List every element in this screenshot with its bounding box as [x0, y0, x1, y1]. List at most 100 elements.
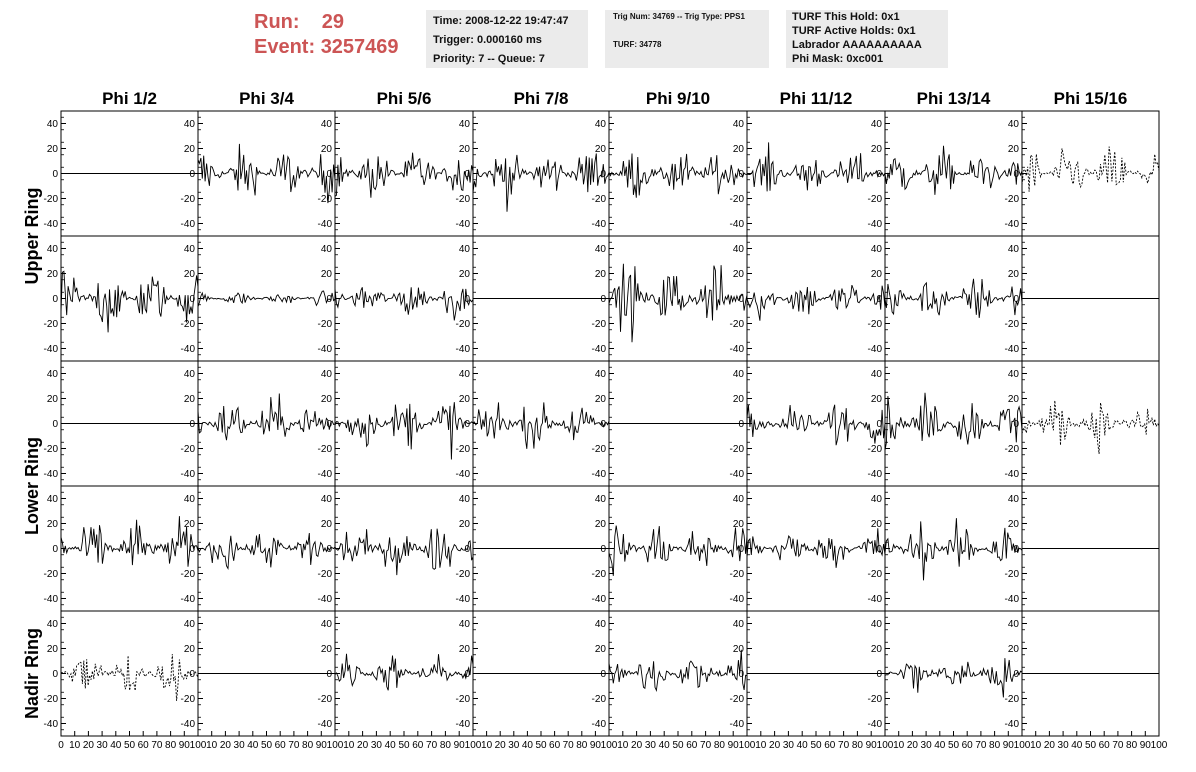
y-tick-label: 40 — [871, 494, 883, 505]
waveform-trace — [197, 532, 336, 571]
y-tick-label: -40 — [456, 219, 471, 230]
y-tick-label: 0 — [189, 419, 195, 430]
x-tick-label: 40 — [934, 740, 946, 751]
x-tick-label: 70 — [288, 740, 300, 751]
x-tick-label: 30 — [371, 740, 383, 751]
x-tick-label: 40 — [1071, 740, 1083, 751]
waveform-trace — [746, 528, 886, 568]
y-tick-label: 40 — [184, 494, 196, 505]
y-tick-label: -20 — [456, 194, 471, 205]
x-tick-label: 50 — [535, 740, 547, 751]
x-tick-label: 80 — [440, 740, 452, 751]
y-tick-label: 40 — [871, 119, 883, 130]
x-tick-label: 100 — [465, 740, 482, 751]
y-tick-label: 20 — [47, 144, 59, 155]
y-tick-label: 0 — [464, 294, 470, 305]
x-tick-label: 30 — [783, 740, 795, 751]
turf-active-text: TURF Active Holds: 0x1 — [792, 25, 916, 37]
waveform-trace — [746, 142, 886, 192]
x-tick-label: 30 — [234, 740, 246, 751]
y-tick-label: 0 — [738, 169, 744, 180]
y-tick-label: -40 — [730, 469, 745, 480]
y-tick-label: -40 — [318, 219, 333, 230]
x-tick-label: 70 — [700, 740, 712, 751]
y-tick-label: 20 — [321, 144, 333, 155]
y-tick-label: 0 — [738, 544, 744, 555]
waveform-trace — [60, 270, 199, 333]
y-tick-label: -20 — [1005, 194, 1020, 205]
y-tick-label: -20 — [318, 319, 333, 330]
x-tick-label: 60 — [962, 740, 974, 751]
y-tick-label: 40 — [321, 619, 333, 630]
row-label: Upper Ring — [22, 188, 42, 285]
x-tick-label: 100 — [190, 740, 207, 751]
y-tick-label: -40 — [456, 719, 471, 730]
turf-info-box: TURF This Hold: 0x1 TURF Active Holds: 0… — [786, 10, 948, 68]
x-tick-label: 20 — [495, 740, 507, 751]
y-tick-label: 20 — [47, 269, 59, 280]
panel-frame — [1021, 110, 1160, 237]
y-tick-label: 40 — [47, 494, 59, 505]
labrador-text: Labrador AAAAAAAAAA — [792, 39, 922, 51]
y-tick-label: -40 — [730, 719, 745, 730]
x-tick-label: 80 — [714, 740, 726, 751]
x-tick-label: 20 — [1044, 740, 1056, 751]
y-tick-label: 40 — [321, 369, 333, 380]
y-tick-label: -40 — [868, 344, 883, 355]
waveform-trace — [608, 649, 748, 693]
y-tick-label: 40 — [1008, 619, 1020, 630]
y-tick-label: 40 — [595, 244, 607, 255]
y-tick-label: 0 — [52, 669, 58, 680]
y-tick-label: -20 — [44, 569, 59, 580]
y-tick-label: 20 — [459, 144, 471, 155]
x-tick-label: 40 — [110, 740, 122, 751]
x-tick-label: 70 — [1112, 740, 1124, 751]
x-tick-label: 60 — [138, 740, 150, 751]
y-tick-label: 40 — [184, 619, 196, 630]
y-tick-label: -40 — [592, 344, 607, 355]
x-tick-label: 70 — [838, 740, 850, 751]
y-tick-label: 20 — [871, 394, 883, 405]
x-tick-label: 100 — [1151, 740, 1168, 751]
x-tick-label: 10 — [206, 740, 218, 751]
y-tick-label: -20 — [456, 444, 471, 455]
y-tick-label: 0 — [1013, 419, 1019, 430]
y-tick-label: -20 — [318, 694, 333, 705]
y-tick-label: -20 — [730, 444, 745, 455]
y-tick-label: -20 — [181, 194, 196, 205]
waveform-trace — [884, 145, 1023, 195]
x-tick-label: 50 — [948, 740, 960, 751]
y-tick-label: 20 — [871, 519, 883, 530]
time-text: Time: 2008-12-22 19:47:47 — [433, 15, 569, 27]
x-tick-label: 40 — [247, 740, 259, 751]
y-tick-label: 0 — [52, 294, 58, 305]
x-tick-label: 40 — [797, 740, 809, 751]
x-tick-label: 50 — [398, 740, 410, 751]
y-tick-label: 40 — [1008, 244, 1020, 255]
y-tick-label: -20 — [868, 194, 883, 205]
y-tick-label: 0 — [464, 419, 470, 430]
y-tick-label: -20 — [1005, 319, 1020, 330]
y-tick-label: -20 — [44, 194, 59, 205]
y-tick-label: 40 — [733, 619, 745, 630]
y-tick-label: -20 — [181, 569, 196, 580]
waveform-trace — [884, 278, 1023, 318]
y-tick-label: 0 — [1013, 669, 1019, 680]
trigger-text: Trigger: 0.000160 ms — [433, 34, 542, 46]
waveform-trace — [334, 402, 474, 460]
x-tick-label: 90 — [179, 740, 191, 751]
panel-frame — [884, 610, 1023, 737]
x-tick-label: 80 — [1126, 740, 1138, 751]
waveform-trace — [746, 284, 886, 321]
y-tick-label: -40 — [181, 344, 196, 355]
y-tick-label: 40 — [321, 244, 333, 255]
y-tick-label: 40 — [459, 494, 471, 505]
panel-frame — [197, 485, 336, 612]
x-tick-label: 20 — [83, 740, 95, 751]
y-tick-label: 40 — [871, 619, 883, 630]
waveform-trace — [608, 525, 748, 576]
column-title: Phi 7/8 — [514, 89, 569, 108]
y-tick-label: -20 — [868, 569, 883, 580]
y-tick-label: 40 — [184, 119, 196, 130]
y-tick-label: 0 — [738, 294, 744, 305]
